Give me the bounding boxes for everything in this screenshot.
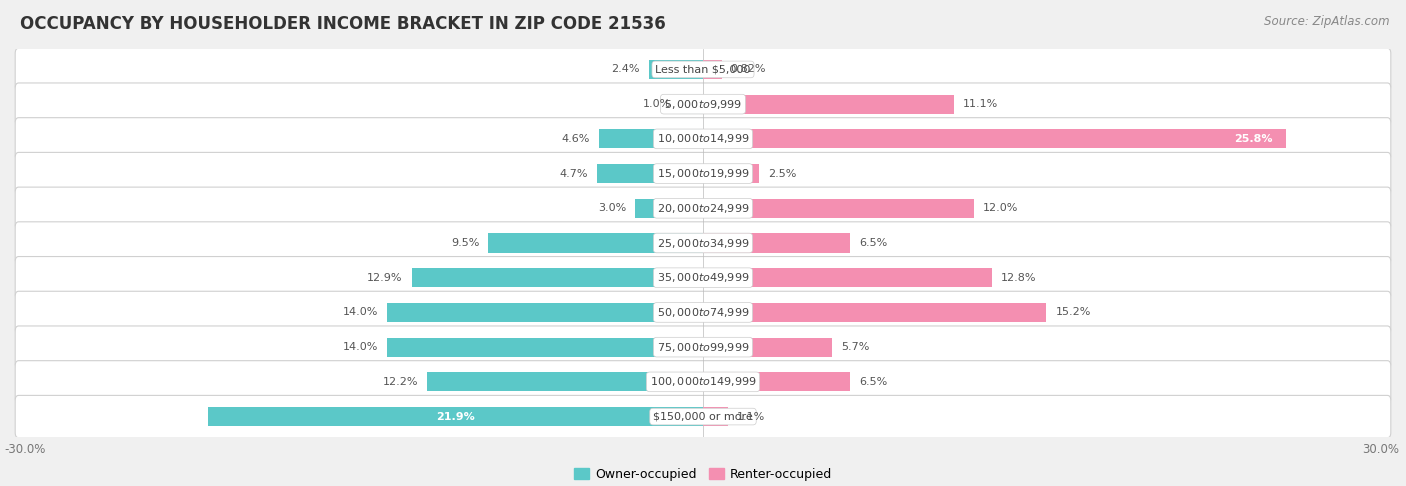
Bar [703, 199, 974, 218]
Text: 12.9%: 12.9% [367, 273, 402, 283]
Bar [488, 233, 703, 253]
Text: 5.7%: 5.7% [841, 342, 869, 352]
Text: 12.0%: 12.0% [983, 203, 1018, 213]
Text: 6.5%: 6.5% [859, 377, 887, 387]
Bar [596, 164, 703, 183]
FancyBboxPatch shape [15, 326, 1391, 368]
Text: $75,000 to $99,999: $75,000 to $99,999 [657, 341, 749, 354]
Bar [648, 60, 703, 79]
FancyBboxPatch shape [15, 222, 1391, 264]
Text: $20,000 to $24,999: $20,000 to $24,999 [657, 202, 749, 215]
Text: 6.5%: 6.5% [859, 238, 887, 248]
Bar [387, 303, 703, 322]
Text: 1.1%: 1.1% [737, 412, 765, 421]
Bar [703, 338, 832, 357]
Text: 4.6%: 4.6% [561, 134, 591, 144]
Text: 12.2%: 12.2% [382, 377, 419, 387]
Text: OCCUPANCY BY HOUSEHOLDER INCOME BRACKET IN ZIP CODE 21536: OCCUPANCY BY HOUSEHOLDER INCOME BRACKET … [20, 15, 665, 33]
Text: 0.82%: 0.82% [731, 65, 766, 74]
Bar [703, 372, 849, 391]
Text: Less than $5,000: Less than $5,000 [655, 65, 751, 74]
FancyBboxPatch shape [15, 361, 1391, 403]
FancyBboxPatch shape [15, 187, 1391, 229]
FancyBboxPatch shape [15, 153, 1391, 195]
Bar [681, 95, 703, 114]
Text: 3.0%: 3.0% [598, 203, 626, 213]
Text: 9.5%: 9.5% [451, 238, 479, 248]
Text: $25,000 to $34,999: $25,000 to $34,999 [657, 237, 749, 249]
Text: 1.0%: 1.0% [643, 99, 672, 109]
Text: 2.4%: 2.4% [612, 65, 640, 74]
Bar [703, 407, 728, 426]
Text: $100,000 to $149,999: $100,000 to $149,999 [650, 375, 756, 388]
Text: 11.1%: 11.1% [963, 99, 998, 109]
Text: 12.8%: 12.8% [1001, 273, 1036, 283]
Bar [636, 199, 703, 218]
Text: $15,000 to $19,999: $15,000 to $19,999 [657, 167, 749, 180]
Text: $10,000 to $14,999: $10,000 to $14,999 [657, 132, 749, 145]
FancyBboxPatch shape [15, 291, 1391, 333]
Bar [703, 95, 953, 114]
Text: $150,000 or more: $150,000 or more [654, 412, 752, 421]
Text: $35,000 to $49,999: $35,000 to $49,999 [657, 271, 749, 284]
Bar [703, 129, 1285, 148]
Bar [703, 60, 721, 79]
Text: 4.7%: 4.7% [560, 169, 588, 178]
Bar [599, 129, 703, 148]
Bar [427, 372, 703, 391]
Text: 21.9%: 21.9% [436, 412, 475, 421]
Text: 15.2%: 15.2% [1056, 308, 1091, 317]
Text: 2.5%: 2.5% [769, 169, 797, 178]
Text: $5,000 to $9,999: $5,000 to $9,999 [664, 98, 742, 111]
Bar [208, 407, 703, 426]
Bar [387, 338, 703, 357]
Bar [703, 233, 849, 253]
FancyBboxPatch shape [15, 48, 1391, 90]
Text: 14.0%: 14.0% [342, 308, 378, 317]
Bar [703, 164, 759, 183]
Text: 14.0%: 14.0% [342, 342, 378, 352]
Text: 25.8%: 25.8% [1233, 134, 1272, 144]
Text: $50,000 to $74,999: $50,000 to $74,999 [657, 306, 749, 319]
Bar [703, 303, 1046, 322]
Bar [703, 268, 993, 287]
Bar [412, 268, 703, 287]
Legend: Owner-occupied, Renter-occupied: Owner-occupied, Renter-occupied [568, 463, 838, 486]
Text: Source: ZipAtlas.com: Source: ZipAtlas.com [1264, 15, 1389, 28]
FancyBboxPatch shape [15, 396, 1391, 438]
FancyBboxPatch shape [15, 118, 1391, 160]
FancyBboxPatch shape [15, 83, 1391, 125]
FancyBboxPatch shape [15, 257, 1391, 299]
